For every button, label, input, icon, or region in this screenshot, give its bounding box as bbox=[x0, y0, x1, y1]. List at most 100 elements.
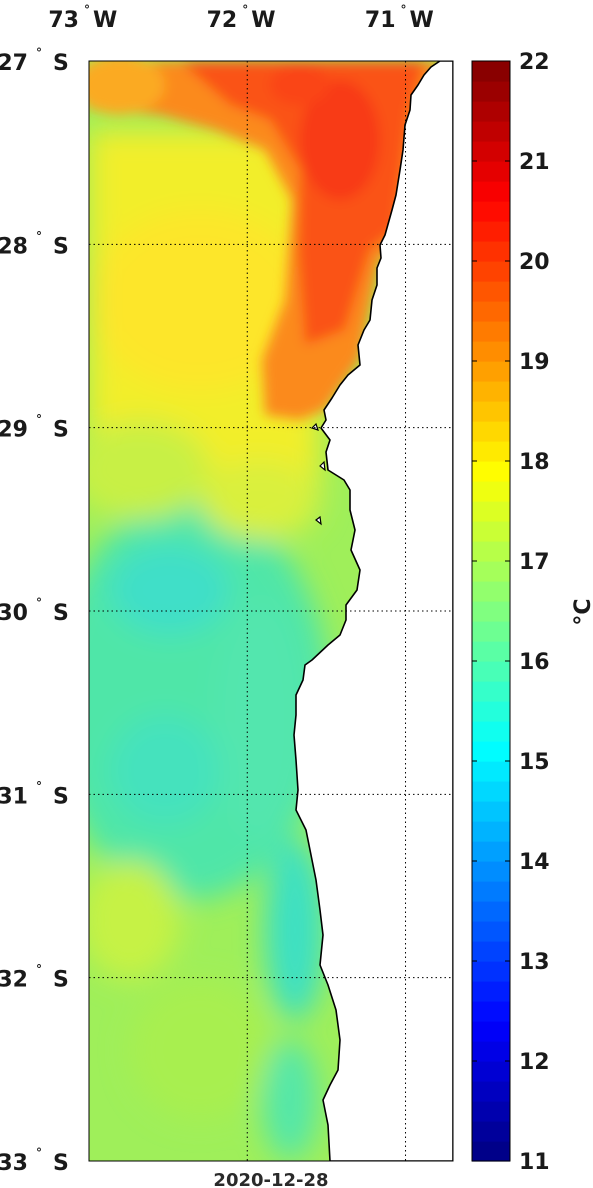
latitude-tick-label: 30 ° S bbox=[0, 596, 69, 626]
colorbar-tick-label: 21 bbox=[519, 150, 550, 175]
colorbar-step bbox=[472, 61, 510, 82]
degree-symbol: ° bbox=[36, 779, 42, 793]
sst-cool-patch bbox=[215, 600, 305, 840]
colorbar-step bbox=[472, 261, 510, 282]
colorbar-tick-label: 14 bbox=[519, 850, 550, 875]
colorbar-unit-label: °C bbox=[571, 598, 593, 625]
sst-warm-patch bbox=[89, 860, 180, 980]
colorbar-step bbox=[472, 1061, 510, 1082]
colorbar-step bbox=[472, 441, 510, 462]
colorbar-step bbox=[472, 201, 510, 222]
hemisphere-letter: S bbox=[53, 418, 69, 443]
hemisphere-letter: S bbox=[53, 234, 69, 259]
longitude-tick-labels: 73 ° W 72 ° W 71 ° W bbox=[48, 3, 433, 33]
latitude-tick-label: 31 ° S bbox=[0, 779, 69, 809]
sst-hot-spot bbox=[270, 65, 330, 105]
hemisphere-letter: S bbox=[53, 51, 69, 76]
colorbar-step bbox=[472, 581, 510, 602]
colorbar-tick-label: 13 bbox=[519, 950, 550, 975]
sst-yellow-fade bbox=[200, 460, 320, 540]
degree-symbol: ° bbox=[36, 596, 42, 610]
longitude-value: 71 bbox=[365, 8, 396, 33]
sst-warm-patch bbox=[130, 980, 270, 1120]
colorbar-step bbox=[472, 181, 510, 202]
colorbar-step bbox=[472, 1041, 510, 1062]
longitude-value: 73 bbox=[48, 8, 79, 33]
colorbar-step bbox=[472, 1001, 510, 1022]
colorbar-step bbox=[472, 541, 510, 562]
colorbar-step bbox=[472, 341, 510, 362]
colorbar-step bbox=[472, 641, 510, 662]
island bbox=[315, 515, 322, 526]
hemisphere-letter: S bbox=[53, 968, 69, 993]
colorbar-step bbox=[472, 1021, 510, 1042]
colorbar-step bbox=[472, 321, 510, 342]
latitude-value: 31 bbox=[0, 784, 28, 809]
colorbar-step bbox=[472, 681, 510, 702]
hemisphere-letter: W bbox=[251, 8, 275, 33]
colorbar-tick-label: 17 bbox=[519, 550, 550, 575]
colorbar-step bbox=[472, 281, 510, 302]
longitude-tick-label: 73 ° W bbox=[48, 3, 117, 33]
colorbar-step bbox=[472, 461, 510, 482]
sst-yellow-fade bbox=[89, 420, 210, 520]
hemisphere-letter: S bbox=[53, 601, 69, 626]
colorbar-step bbox=[472, 1081, 510, 1102]
colorbar-step bbox=[472, 421, 510, 442]
colorbar-step bbox=[472, 801, 510, 822]
colorbar-step bbox=[472, 121, 510, 142]
sst-hot-spot bbox=[300, 80, 380, 200]
longitude-tick-label: 71 ° W bbox=[365, 3, 434, 33]
colorbar-frame bbox=[471, 60, 511, 1162]
colorbar-step bbox=[472, 1101, 510, 1122]
hemisphere-letter: W bbox=[410, 8, 434, 33]
degree-symbol: ° bbox=[36, 1146, 42, 1160]
colorbar-step bbox=[472, 301, 510, 322]
degree-symbol: ° bbox=[36, 963, 42, 977]
colorbar-step bbox=[472, 241, 510, 262]
colorbar-tick-label: 16 bbox=[519, 650, 550, 675]
hemisphere-letter: S bbox=[53, 784, 69, 809]
colorbar-step bbox=[472, 761, 510, 782]
colorbar-step bbox=[472, 81, 510, 102]
colorbar-step bbox=[472, 521, 510, 542]
colorbar-steps bbox=[471, 60, 511, 1162]
sst-cool-patch bbox=[110, 545, 230, 635]
colorbar-tick-label: 22 bbox=[519, 50, 550, 75]
sst-field bbox=[89, 61, 453, 1161]
colorbar-step bbox=[472, 361, 510, 382]
latitude-tick-label: 27 ° S bbox=[0, 46, 69, 76]
island bbox=[319, 460, 326, 472]
longitude-tick-label: 72 ° W bbox=[207, 3, 276, 33]
hemisphere-letter: S bbox=[53, 1151, 69, 1176]
colorbar-tick-label: 12 bbox=[519, 1050, 550, 1075]
degree-symbol: ° bbox=[36, 46, 42, 60]
colorbar-step bbox=[472, 101, 510, 122]
colorbar-tick-label: 20 bbox=[519, 250, 550, 275]
latitude-tick-label: 33 ° S bbox=[0, 1146, 69, 1176]
sst-coastal-upwelling bbox=[265, 840, 325, 1020]
colorbar-tick-label: 19 bbox=[519, 350, 550, 375]
colorbar-step bbox=[472, 221, 510, 242]
colorbar-step bbox=[472, 601, 510, 622]
degree-symbol: ° bbox=[401, 3, 407, 17]
latitude-tick-labels: 27 ° S 28 ° S 29 ° S 30 ° S 31 ° S 32 ° S 33 ° S bbox=[0, 46, 69, 1176]
colorbar-step bbox=[472, 781, 510, 802]
longitude-value: 72 bbox=[207, 8, 238, 33]
latitude-value: 29 bbox=[0, 418, 28, 443]
colorbar-tick-label: 11 bbox=[519, 1150, 550, 1175]
colorbar-step bbox=[472, 401, 510, 422]
colorbar-tick-labels: 11 12 13 14 15 16 17 18 19 20 21 22 bbox=[472, 50, 550, 1175]
degree-symbol: ° bbox=[242, 3, 248, 17]
colorbar-step bbox=[472, 981, 510, 1002]
colorbar-step bbox=[472, 741, 510, 762]
colorbar-step bbox=[472, 1121, 510, 1142]
latitude-value: 27 bbox=[0, 51, 28, 76]
degree-symbol: ° bbox=[36, 229, 42, 243]
colorbar-step bbox=[472, 501, 510, 522]
degree-symbol: ° bbox=[36, 413, 42, 427]
colorbar-tick-label: 18 bbox=[519, 450, 550, 475]
colorbar-step bbox=[472, 661, 510, 682]
map-date-label: 2020-12-28 bbox=[213, 1170, 328, 1188]
